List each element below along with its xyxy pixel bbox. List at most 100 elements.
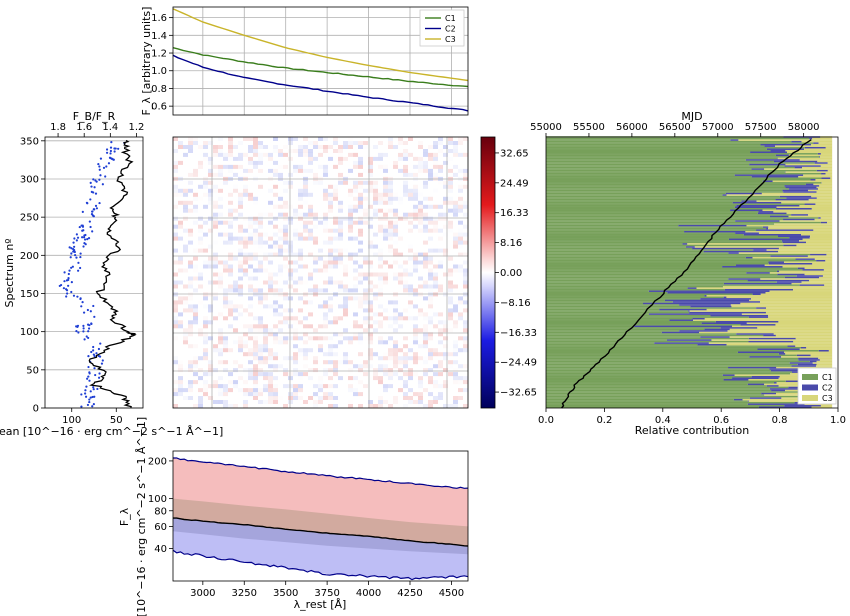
heatmap-cell xyxy=(243,188,248,193)
bar-segment-C2 xyxy=(747,279,810,282)
heatmap-cell xyxy=(328,336,333,340)
ratio-point xyxy=(87,375,90,378)
y-tick-label: 60 xyxy=(154,522,167,533)
bar-segment-C3 xyxy=(806,346,833,349)
heatmap-cell xyxy=(323,324,328,329)
heatmap-cell xyxy=(403,352,408,357)
heatmap-cell xyxy=(253,316,258,321)
colorbar-tick-label: 24.49 xyxy=(500,178,529,189)
heatmap-cell xyxy=(403,216,408,221)
bar-segment-C2 xyxy=(710,314,769,317)
heatmap-cell xyxy=(258,240,263,245)
heatmap-cell xyxy=(363,316,368,321)
heatmap-cell xyxy=(383,180,388,185)
heatmap-cell xyxy=(343,145,348,149)
heatmap-cell xyxy=(423,316,428,320)
heatmap-cell xyxy=(428,376,433,381)
heatmap-cell xyxy=(448,180,453,185)
bar-segment-C3 xyxy=(816,197,833,199)
heatmap-cell xyxy=(363,360,368,365)
bar-segment-C3 xyxy=(732,325,833,328)
bar-segment-C1 xyxy=(546,377,733,379)
heatmap-cell xyxy=(393,224,398,229)
heatmap-cell xyxy=(368,308,373,313)
bar-segment-C2 xyxy=(667,291,766,294)
bar-segment-C2 xyxy=(816,169,828,172)
bar-segment-C3 xyxy=(775,145,833,147)
heatmap-cell xyxy=(178,320,183,325)
heatmap-cell xyxy=(433,276,438,281)
heatmap-cell xyxy=(233,256,238,261)
heatmap-cell xyxy=(258,260,263,265)
ratio-point xyxy=(101,359,104,362)
heatmap-cell xyxy=(243,272,248,277)
heatmap-cell xyxy=(313,360,318,365)
ratio-point xyxy=(70,266,73,269)
heatmap-cell xyxy=(293,396,298,400)
heatmap-cell xyxy=(393,320,398,325)
ratio-point xyxy=(73,245,76,248)
heatmap-cell xyxy=(173,229,178,233)
heatmap-cell xyxy=(418,164,423,169)
bar-segment-C3 xyxy=(819,276,833,279)
bar-segment-C1 xyxy=(546,153,818,155)
heatmap-cell xyxy=(203,356,208,361)
heatmap-cell xyxy=(293,392,298,397)
bar-segment-C1 xyxy=(546,322,702,325)
heatmap-cell xyxy=(458,380,463,384)
bar-segment-C1 xyxy=(546,348,758,350)
heatmap-cell xyxy=(283,236,288,241)
heatmap-cell xyxy=(433,156,438,161)
heatmap-cell xyxy=(268,388,273,393)
heatmap-cell xyxy=(268,284,273,289)
ratio-point xyxy=(63,280,66,283)
heatmap-cell xyxy=(258,153,263,157)
heatmap-cell xyxy=(283,316,288,321)
y-tick-label: 200 xyxy=(148,456,167,467)
bar-segment-C3 xyxy=(776,366,833,369)
heatmap-cell xyxy=(353,285,358,289)
heatmap-cell xyxy=(378,356,383,361)
bar-segment-C1 xyxy=(546,273,778,276)
bar-segment-C2 xyxy=(728,366,777,369)
heatmap-cell xyxy=(333,320,338,325)
heatmap-cell xyxy=(328,360,333,365)
heatmap-cell xyxy=(428,300,433,304)
heatmap-cell xyxy=(363,296,368,301)
heatmap-cell xyxy=(348,141,353,145)
heatmap-cell xyxy=(438,212,443,217)
heatmap-cell xyxy=(313,384,318,389)
heatmap-cell xyxy=(333,216,338,221)
heatmap-cell xyxy=(428,348,433,353)
ratio-point xyxy=(75,233,78,236)
heatmap-cell xyxy=(313,256,318,261)
heatmap-cell xyxy=(213,189,218,193)
ratio-point xyxy=(98,168,101,171)
heatmap-cell xyxy=(408,272,413,277)
heatmap-cell xyxy=(303,192,308,197)
y-axis-label: F_λ xyxy=(118,507,131,526)
bar-segment-C2 xyxy=(787,345,796,347)
heatmap-cell xyxy=(368,260,373,265)
heatmap-cell xyxy=(408,356,413,361)
heatmap-cell xyxy=(328,248,333,253)
heatmap-cell xyxy=(173,316,178,321)
heatmap-cell xyxy=(448,184,453,189)
ratio-point xyxy=(92,345,95,349)
heatmap-cell xyxy=(253,384,258,388)
heatmap-cell xyxy=(368,240,373,245)
bar-segment-C3 xyxy=(813,183,833,186)
heatmap-cell xyxy=(408,256,413,261)
heatmap-cell xyxy=(173,324,178,329)
heatmap-cell xyxy=(203,232,208,237)
heatmap-cell xyxy=(178,380,183,385)
heatmap-cell xyxy=(223,152,228,157)
heatmap-cell xyxy=(183,208,188,213)
heatmap-cell xyxy=(268,260,273,265)
bar-segment-C2 xyxy=(749,397,782,399)
heatmap-cell xyxy=(358,172,363,177)
bar-segment-C1 xyxy=(546,372,791,375)
plot-frame xyxy=(172,6,469,116)
heatmap-cell xyxy=(448,229,453,233)
bar-segment-C1 xyxy=(546,276,785,279)
